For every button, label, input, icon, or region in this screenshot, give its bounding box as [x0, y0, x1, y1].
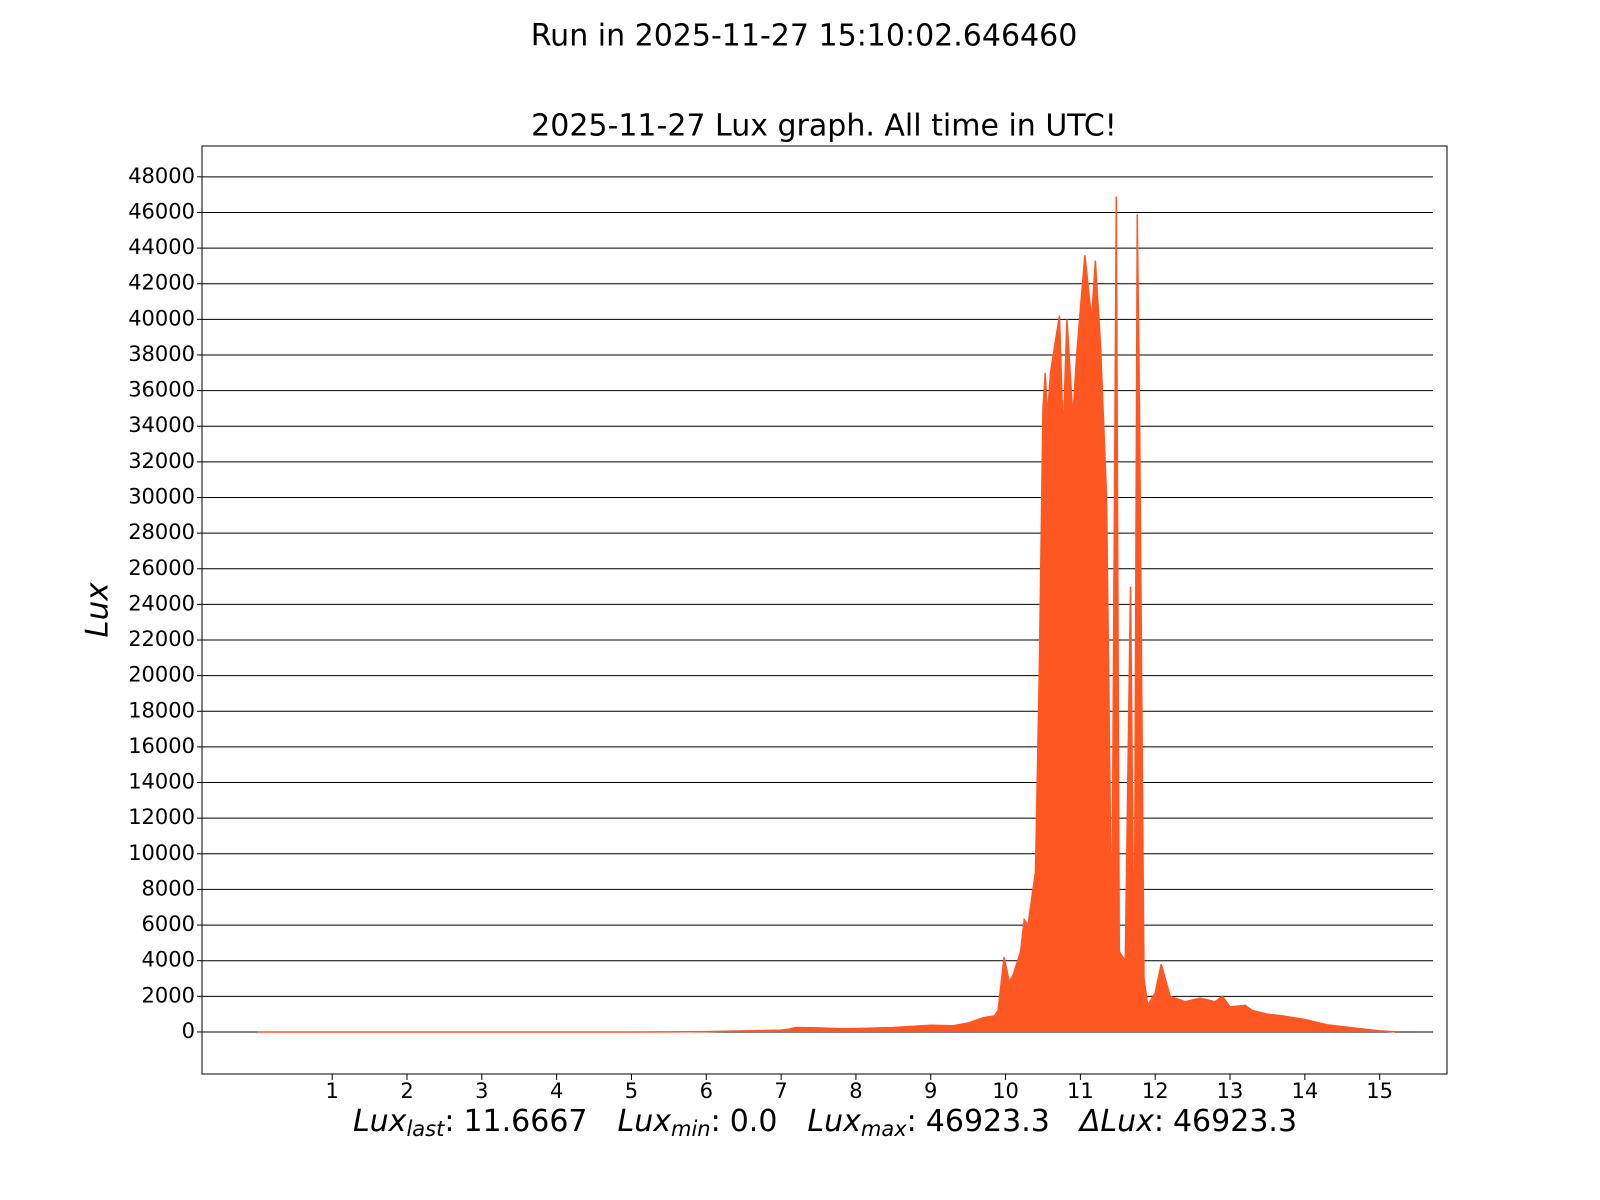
y-tick-label: 2000 [142, 983, 195, 1007]
x-tick-label: 10 [992, 1079, 1019, 1103]
y-tick-label: 26000 [128, 556, 195, 580]
y-tick-label: 6000 [142, 912, 195, 936]
suptitle: Run in 2025-11-27 15:10:02.646460 [531, 19, 1078, 54]
y-tick-label: 30000 [128, 484, 195, 508]
stat-subscript: last [406, 1117, 445, 1141]
y-tick-label: 40000 [128, 306, 195, 330]
stat-separator: : [1154, 1104, 1164, 1139]
y-tick-label: 28000 [128, 520, 195, 544]
x-tick-label: 6 [700, 1079, 713, 1103]
y-tick-label: 12000 [128, 805, 195, 829]
x-tick-label: 7 [774, 1079, 787, 1103]
stat-subscript: min [671, 1117, 711, 1141]
y-tick-label: 32000 [128, 449, 195, 473]
y-tick-label: 42000 [128, 271, 195, 295]
stat-symbol: Lux [353, 1104, 407, 1139]
y-tick-label: 16000 [128, 734, 195, 758]
y-tick-label: 14000 [128, 770, 195, 794]
x-tick-label: 13 [1217, 1079, 1244, 1103]
stat-separator: : [444, 1104, 454, 1139]
chart-title: 2025-11-27 Lux graph. All time in UTC! [531, 109, 1117, 144]
y-tick-label: 22000 [128, 627, 195, 651]
stat-symbol: Lux [807, 1104, 861, 1139]
y-tick-label: 18000 [128, 698, 195, 722]
y-tick-label: 0 [182, 1019, 195, 1043]
x-tick-label: 1 [325, 1079, 338, 1103]
x-tick-label: 9 [924, 1079, 937, 1103]
y-tick-label: 10000 [128, 841, 195, 865]
x-tick-label: 2 [400, 1079, 413, 1103]
x-tick-label: 12 [1142, 1079, 1169, 1103]
stat-symbol: ΔLux [1078, 1104, 1154, 1139]
y-tick-label: 44000 [128, 235, 195, 259]
y-tick-label: 24000 [128, 591, 195, 615]
y-tick-label: 8000 [142, 876, 195, 900]
stat-symbol: Lux [618, 1104, 672, 1139]
stat-value: 0.0 [730, 1104, 778, 1139]
y-axis-label: Lux [80, 582, 116, 638]
stat-separator: : [907, 1104, 917, 1139]
stat-value: 11.6667 [463, 1104, 587, 1139]
x-tick-label: 14 [1291, 1079, 1318, 1103]
area-line [257, 196, 1395, 1033]
x-tick-label: 11 [1067, 1079, 1094, 1103]
y-tick-label: 38000 [128, 342, 195, 366]
stat-value: 46923.3 [1173, 1104, 1297, 1139]
y-tick-label: 4000 [142, 948, 195, 972]
x-tick-label: 4 [550, 1079, 563, 1103]
x-tick-label: 15 [1366, 1079, 1393, 1103]
x-tick-label: 3 [475, 1079, 488, 1103]
stat-subscript: max [861, 1117, 907, 1141]
stat-separator: : [711, 1104, 721, 1139]
y-tick-label: 34000 [128, 413, 195, 437]
area-fill [257, 196, 1395, 1032]
y-tick-label: 46000 [128, 199, 195, 223]
plot-frame [201, 145, 1448, 1075]
stats-line: Luxlast: 11.6667 Luxmin: 0.0 Luxmax: 46923.3 Δ… [353, 1104, 1297, 1142]
x-tick-label: 5 [625, 1079, 638, 1103]
y-tick-label: 20000 [128, 663, 195, 687]
stat-value: 46923.3 [926, 1104, 1050, 1139]
y-tick-label: 48000 [128, 164, 195, 188]
y-tick-label: 36000 [128, 378, 195, 402]
x-tick-label: 8 [849, 1079, 862, 1103]
